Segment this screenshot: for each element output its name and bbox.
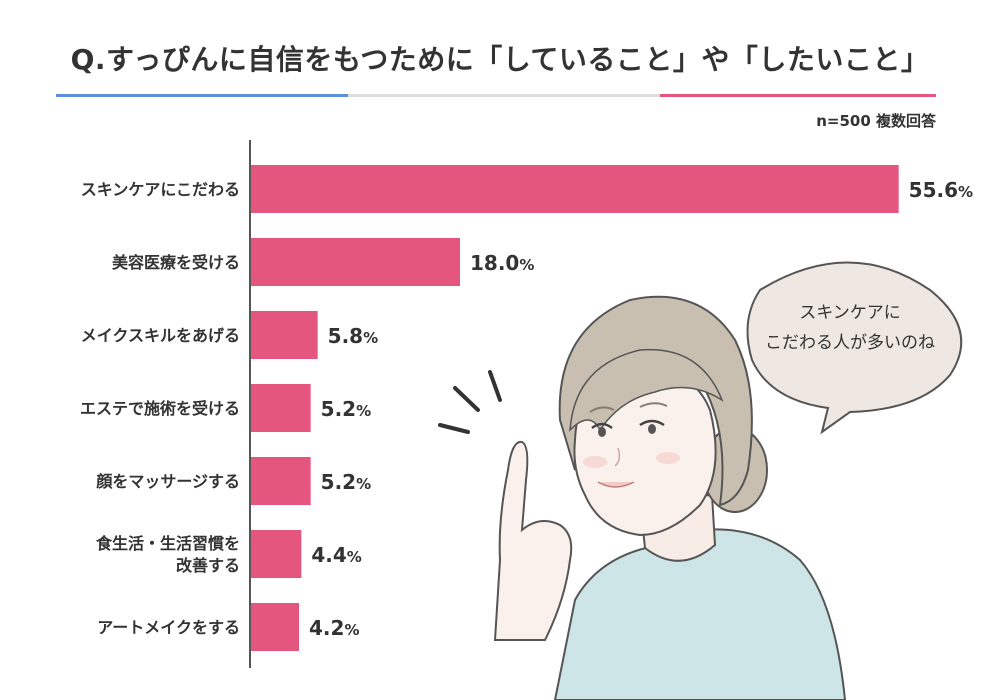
value-label: 5.2% xyxy=(321,397,371,421)
bar xyxy=(250,457,311,505)
bar xyxy=(250,530,302,578)
bars-group xyxy=(250,165,899,651)
sample-size-note: n=500 複数回答 xyxy=(816,112,936,130)
title-rule-middle xyxy=(348,94,660,97)
value-label: 18.0% xyxy=(470,251,534,275)
bar xyxy=(250,603,299,651)
speech-bubble-line: スキンケアに xyxy=(799,303,901,323)
bar xyxy=(250,238,460,286)
value-label: 55.6% xyxy=(909,178,973,202)
speech-bubble-text: スキンケアにこだわる人が多いのね xyxy=(765,303,935,353)
category-label: 顔をマッサージする xyxy=(95,472,240,491)
category-label: エステで施術を受ける xyxy=(80,399,240,418)
value-label: 4.4% xyxy=(311,543,361,567)
category-labels-group: スキンケアにこだわる美容医療を受けるメイクスキルをあげるエステで施術を受ける顔を… xyxy=(80,180,240,637)
title-rule-left xyxy=(56,94,348,97)
value-label: 4.2% xyxy=(309,616,359,640)
chart-title: Q.すっぴんに自信をもつために「していること」や「したいこと」 xyxy=(70,43,930,76)
category-label: 美容医療を受ける xyxy=(112,253,240,272)
title-rule-right xyxy=(660,94,936,97)
speech-bubble-line: こだわる人が多いのね xyxy=(765,333,935,353)
bar xyxy=(250,311,318,359)
value-label: 5.2% xyxy=(321,470,371,494)
value-label: 5.8% xyxy=(328,324,378,348)
bar xyxy=(250,384,311,432)
category-label: メイクスキルをあげる xyxy=(81,326,240,345)
category-label: スキンケアにこだわる xyxy=(81,180,240,199)
category-label: 食生活・生活習慣を改善する xyxy=(95,534,240,575)
category-label: アートメイクをする xyxy=(97,618,240,637)
bar xyxy=(250,165,899,213)
woman-pointing-illustration: スキンケアにこだわる人が多いのね xyxy=(438,261,963,700)
value-labels-group: 55.6% 18.0% 5.8% 5.2% 5.2% 4.4% 4.2% xyxy=(309,178,973,640)
speech-bubble xyxy=(746,261,963,435)
